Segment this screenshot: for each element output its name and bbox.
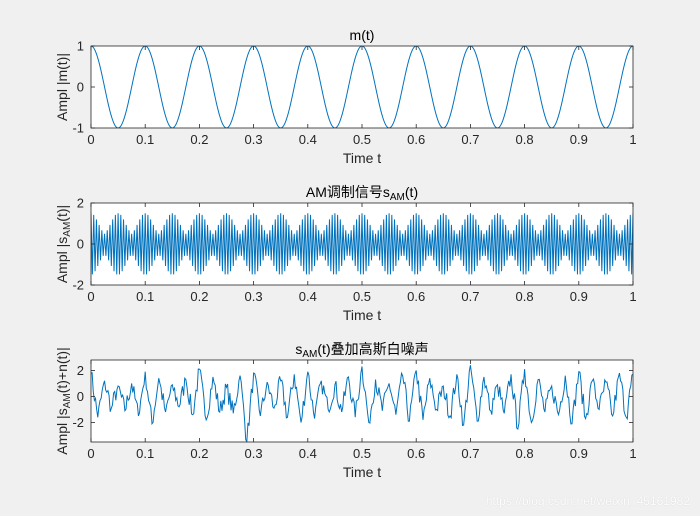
x-tick-label: 0.5 xyxy=(353,289,371,304)
x-tick-label: 0.4 xyxy=(299,446,317,461)
x-tick-label: 0.5 xyxy=(353,132,371,147)
x-tick-label: 0.7 xyxy=(461,132,479,147)
series-line xyxy=(91,46,633,128)
x-tick-label: 1 xyxy=(629,132,636,147)
x-tick-label: 0.8 xyxy=(516,132,534,147)
x-tick-label: 0.3 xyxy=(245,446,263,461)
y-tick-label: 0 xyxy=(77,389,84,404)
x-tick-label: 0.7 xyxy=(461,446,479,461)
series-line xyxy=(91,365,633,442)
x-tick-label: 0 xyxy=(87,446,94,461)
x-axis-label: Time t xyxy=(343,150,381,166)
x-tick-label: 0.2 xyxy=(190,289,208,304)
y-tick-label: 0 xyxy=(77,80,84,95)
x-tick-label: 0.9 xyxy=(570,132,588,147)
x-tick-label: 0.1 xyxy=(136,289,154,304)
plot-area xyxy=(91,46,633,128)
x-tick-label: 0.3 xyxy=(245,289,263,304)
chart-title: AM调制信号sAM(t) xyxy=(306,184,418,203)
subplot-2: 0 0.1 0.2 0.3 0.4 0.5 0.6 0.7 0.8 0.9 1-202AM调制信号s… xyxy=(54,184,637,323)
x-tick-label: 0.9 xyxy=(570,289,588,304)
subplot-panels: 0 0.1 0.2 0.3 0.4 0.5 0.6 0.7 0.8 0.9 1-101m(t)Tim… xyxy=(54,27,637,480)
watermark: https://blog.csdn.net/weixin_45161982 xyxy=(485,494,690,508)
x-tick-label: 0.6 xyxy=(407,132,425,147)
chart-title: sAM(t)叠加高斯白噪声 xyxy=(295,341,428,360)
y-axis-label: Ampl |m(t)| xyxy=(54,53,70,121)
x-tick-label: 0 xyxy=(87,132,94,147)
y-tick-label: 2 xyxy=(77,196,84,211)
y-axis-label: Ampl |sAM(t)+n(t)| xyxy=(54,347,73,454)
subplot-3: 0 0.1 0.2 0.3 0.4 0.5 0.6 0.7 0.8 0.9 1 -2 0 2 sAM(t)叠… xyxy=(54,341,637,480)
x-tick-label: 0.4 xyxy=(299,132,317,147)
subplot-1: 0 0.1 0.2 0.3 0.4 0.5 0.6 0.7 0.8 0.9 1-101m(t)Tim… xyxy=(54,27,637,166)
x-tick-label: 0.8 xyxy=(516,289,534,304)
chart-title: m(t) xyxy=(350,27,375,43)
x-tick-label: 0.4 xyxy=(299,289,317,304)
series-line xyxy=(91,213,633,275)
x-tick-label: 0.2 xyxy=(190,132,208,147)
x-axis-label: Time t xyxy=(343,307,381,323)
x-tick-label: 0.5 xyxy=(353,446,371,461)
x-tick-label: 0.6 xyxy=(407,446,425,461)
x-tick-label: 0.1 xyxy=(136,132,154,147)
y-tick-label: 0 xyxy=(77,237,84,252)
y-tick-label: -2 xyxy=(72,278,84,293)
x-tick-label: 0.9 xyxy=(570,446,588,461)
x-tick-label: 0 xyxy=(87,289,94,304)
x-tick-label: 0.3 xyxy=(245,132,263,147)
x-tick-label: 0.8 xyxy=(516,446,534,461)
x-tick-label: 0.1 xyxy=(136,446,154,461)
x-tick-label: 0.6 xyxy=(407,289,425,304)
x-tick-label: 0.7 xyxy=(461,289,479,304)
y-tick-label: -2 xyxy=(72,415,84,430)
x-axis-label: Time t xyxy=(343,464,381,480)
y-tick-label: 1 xyxy=(77,39,84,54)
x-tick-label: 1 xyxy=(629,289,636,304)
y-axis-label: Ampl |sAM(t)| xyxy=(54,205,73,283)
x-tick-label: 1 xyxy=(629,446,636,461)
x-tick-label: 0.2 xyxy=(190,446,208,461)
y-tick-label: -1 xyxy=(72,121,84,136)
y-tick-label: 2 xyxy=(77,363,84,378)
